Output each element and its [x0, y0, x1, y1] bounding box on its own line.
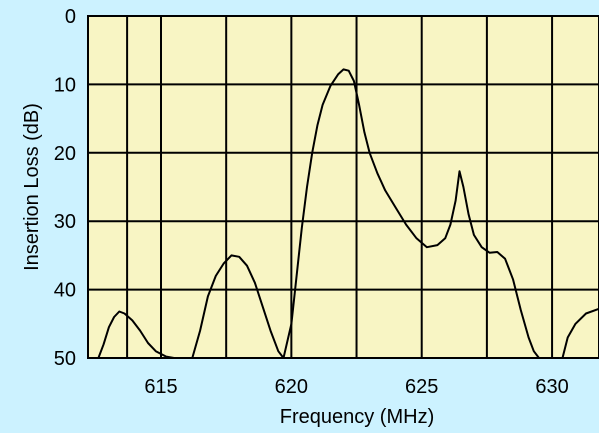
- x-tick-label-3: 630: [535, 376, 568, 398]
- series-0-segment-3: [561, 307, 599, 359]
- x-tick-labels: 615 620 625 630: [144, 376, 568, 398]
- x-axis-label: Frequency (MHz): [280, 406, 434, 428]
- series-0-segment-2: [282, 68, 540, 359]
- y-tick-labels: 0 10 20 30 40 50: [54, 6, 76, 370]
- y-axis-label: Insertion Loss (dB): [21, 103, 43, 271]
- y-tick-label-0: 0: [65, 6, 76, 28]
- insertion-loss-curve: [97, 68, 599, 359]
- x-tick-label-2: 625: [405, 376, 438, 398]
- y-tick-label-5: 50: [54, 348, 76, 370]
- series-0-segment-1: [191, 254, 285, 359]
- y-tick-label-1: 10: [54, 74, 76, 96]
- plot-frame: [87, 15, 599, 359]
- x-tick-label-1: 620: [275, 376, 308, 398]
- plot-background: [88, 16, 599, 358]
- x-tick-label-0: 615: [144, 376, 177, 398]
- y-tick-label-2: 20: [54, 143, 76, 165]
- series-0-segment-0: [97, 310, 175, 359]
- y-tick-label-4: 40: [54, 280, 76, 302]
- y-tick-label-3: 30: [54, 211, 76, 233]
